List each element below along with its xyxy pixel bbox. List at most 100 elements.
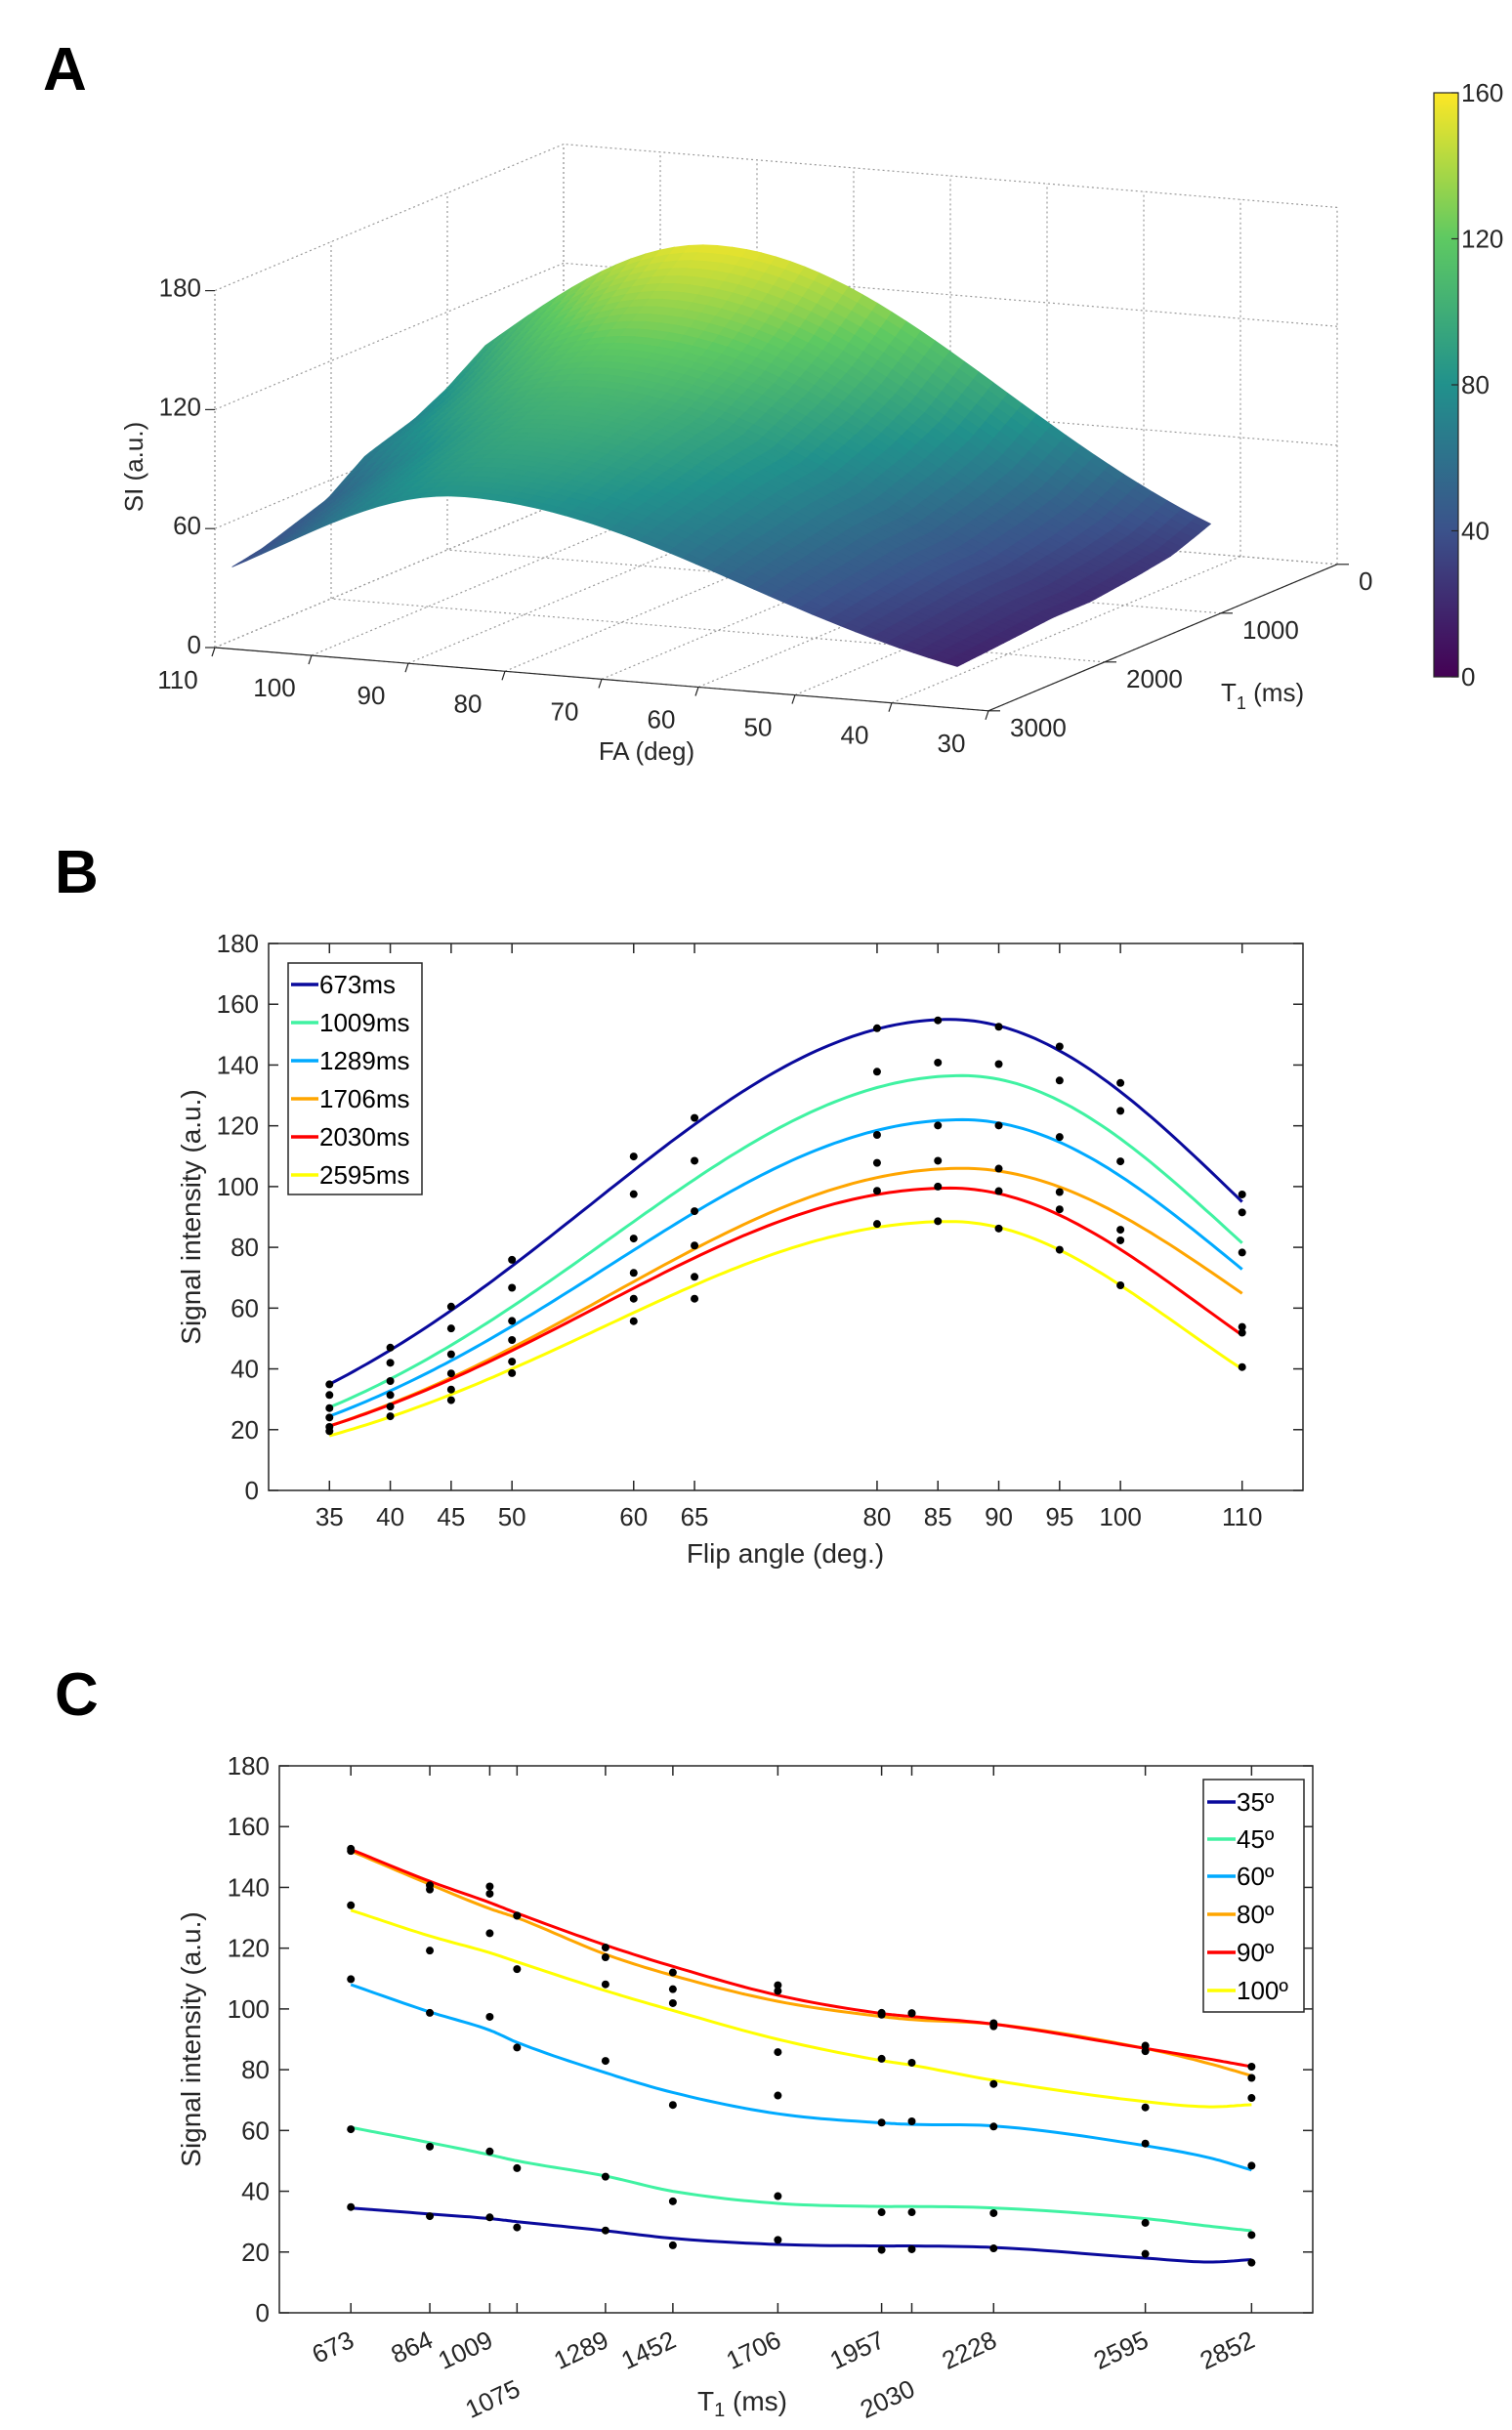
x-tick-label: 1009 [434,2325,497,2375]
data-point [446,1324,455,1333]
data-point [513,2163,522,2172]
data-point [934,1121,943,1130]
data-point [485,2012,494,2021]
legend-label: 90º [1237,1938,1275,1967]
x-tick-label: 864 [387,2325,438,2369]
data-point [347,2202,356,2211]
data-point [668,2101,677,2110]
x-tick-label: 70 [551,696,579,726]
data-point [446,1302,455,1311]
surface-patch [231,557,253,567]
x-tick-label: 50 [744,713,773,742]
data-point [989,2079,998,2088]
data-point [994,1121,1003,1130]
data-point [485,2147,494,2156]
data-point [668,1998,677,2007]
data-point [668,1968,677,1977]
panel-label-b: B [55,839,99,906]
data-point [1116,1236,1125,1244]
data-point [386,1412,395,1421]
data-point [1055,1042,1064,1051]
x-tick-label: 100 [253,673,295,702]
x-tick-label: 2228 [938,2325,1001,2375]
x-tick-label: 90 [985,1502,1013,1531]
data-point [386,1343,395,1352]
data-point [325,1404,334,1412]
data-point [1247,2231,1256,2240]
fit-curve-1706ms [328,1166,1243,1428]
x-tick-label: 1957 [825,2325,889,2375]
data-point [601,1953,609,1961]
data-point [691,1294,699,1303]
x-tick-mark [404,663,409,673]
data-point [1055,1205,1064,1214]
legend-label: 673ms [319,970,396,999]
x-axis-label-main: T [697,2386,714,2416]
data-point [774,1981,782,1990]
data-point [1238,1190,1246,1198]
data-point [508,1336,517,1344]
data-point [1055,1188,1064,1196]
data-point [1247,2063,1256,2071]
data-point [485,1929,494,1938]
data-point [691,1113,699,1122]
legend-label: 1706ms [319,1084,410,1113]
x-tick-mark [501,671,506,681]
y-tick-label: 3000 [1010,713,1067,742]
data-point [877,2008,886,2017]
legend-label: 60º [1237,1862,1275,1891]
y-tick-label: 120 [217,1111,259,1141]
x-tick-mark [211,647,216,657]
data-point [1116,1157,1125,1166]
data-point [1238,1328,1246,1337]
fit-curve-2030ms [328,1186,1243,1428]
data-point [934,1016,943,1025]
data-point [347,1844,356,1853]
x-axis-label: FA (deg) [599,736,694,766]
y-tick-label: 0 [256,2298,270,2327]
data-point [601,2172,609,2181]
colorbar-tick-label: 80 [1461,370,1490,399]
data-point [1238,1322,1246,1331]
y-axis-label: T1 (ms) [1221,678,1304,713]
x-tick-label: 80 [454,689,483,718]
data-point [907,2117,916,2125]
x-tick-mark [888,702,893,712]
y-tick-label: 180 [217,929,259,958]
x-tick-label: 60 [648,705,676,734]
x-tick-label: 1075 [461,2373,525,2424]
data-point [691,1273,699,1281]
data-point [1141,2218,1150,2227]
z-tick-label: 120 [159,392,201,421]
legend-label: 35º [1237,1787,1275,1817]
data-point [668,2241,677,2249]
y-tick-label: 100 [217,1172,259,1201]
data-point [1141,2249,1150,2258]
colorbar-tick-label: 0 [1461,662,1475,691]
x-tick-label: 2030 [856,2373,919,2424]
data-point [629,1152,638,1161]
y-axis-label: Signal intensity (a.u.) [176,1911,206,2166]
data-point [1238,1208,1246,1217]
data-point [872,1131,881,1139]
data-point [1141,2103,1150,2112]
fit-curve-100º [350,1908,1252,2109]
legend-label: 2595ms [319,1160,410,1190]
data-point [1247,2094,1256,2103]
data-point [774,2192,782,2200]
colorbar-tick-label: 120 [1461,225,1503,254]
data-point [601,1980,609,1989]
x-tick-mark [985,710,989,720]
data-point [1141,2047,1150,2056]
data-point [1247,2074,1256,2082]
x-tick-mark [694,687,699,696]
data-point [601,1944,609,1952]
y-tick-label: 0 [245,1476,259,1505]
data-point [934,1058,943,1067]
data-point [1116,1226,1125,1235]
data-point [989,2244,998,2253]
x-tick-mark [598,679,603,689]
data-point [426,1947,435,1955]
